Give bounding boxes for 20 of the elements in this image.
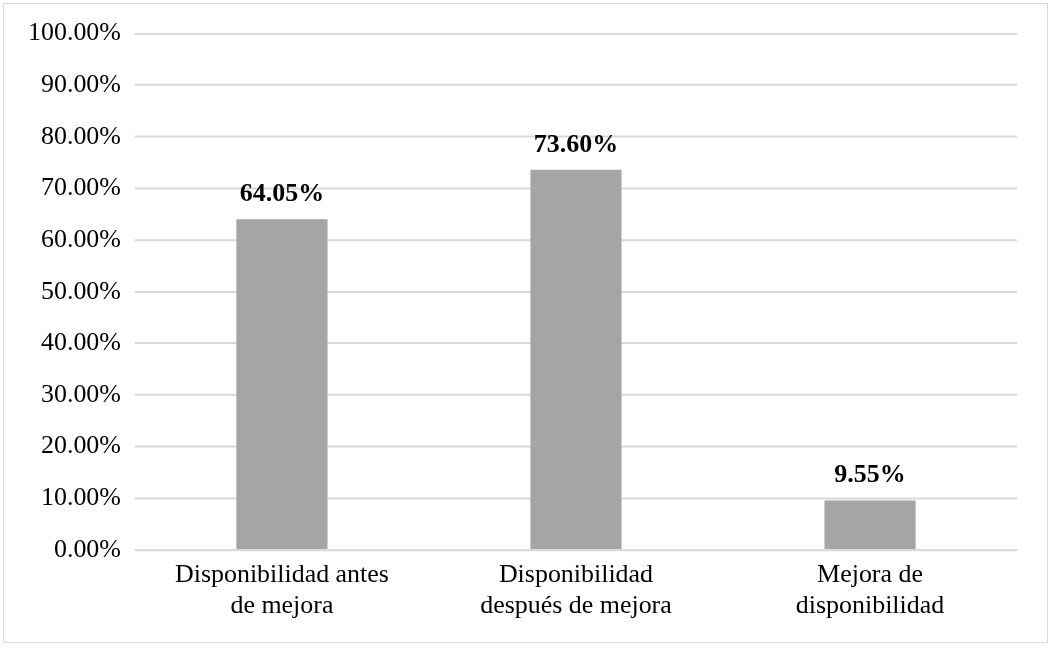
y-tick-label: 30.00% <box>40 378 121 408</box>
y-tick-label: 20.00% <box>40 430 121 460</box>
y-tick-label: 0.00% <box>53 533 121 563</box>
y-tick-label: 10.00% <box>40 482 121 512</box>
y-tick-label: 100.00% <box>27 17 121 47</box>
data-label: 64.05% <box>239 177 325 207</box>
bar <box>530 169 622 549</box>
x-tick-label: Mejora de disponibilidad <box>795 559 945 620</box>
y-tick-label: 80.00% <box>40 120 121 150</box>
y-tick-label: 60.00% <box>40 223 121 253</box>
y-tick-label: 40.00% <box>40 327 121 357</box>
data-label: 73.60% <box>533 128 619 158</box>
x-tick-label: Disponibilidad después de mejora <box>480 559 673 620</box>
y-tick-label: 70.00% <box>40 172 121 202</box>
data-label: 9.55% <box>834 459 906 489</box>
bar <box>236 219 328 549</box>
bar <box>824 500 916 549</box>
x-tick-label: Disponibilidad antes de mejora <box>174 559 389 620</box>
y-tick-label: 50.00% <box>40 275 121 305</box>
y-tick-label: 90.00% <box>40 68 121 98</box>
